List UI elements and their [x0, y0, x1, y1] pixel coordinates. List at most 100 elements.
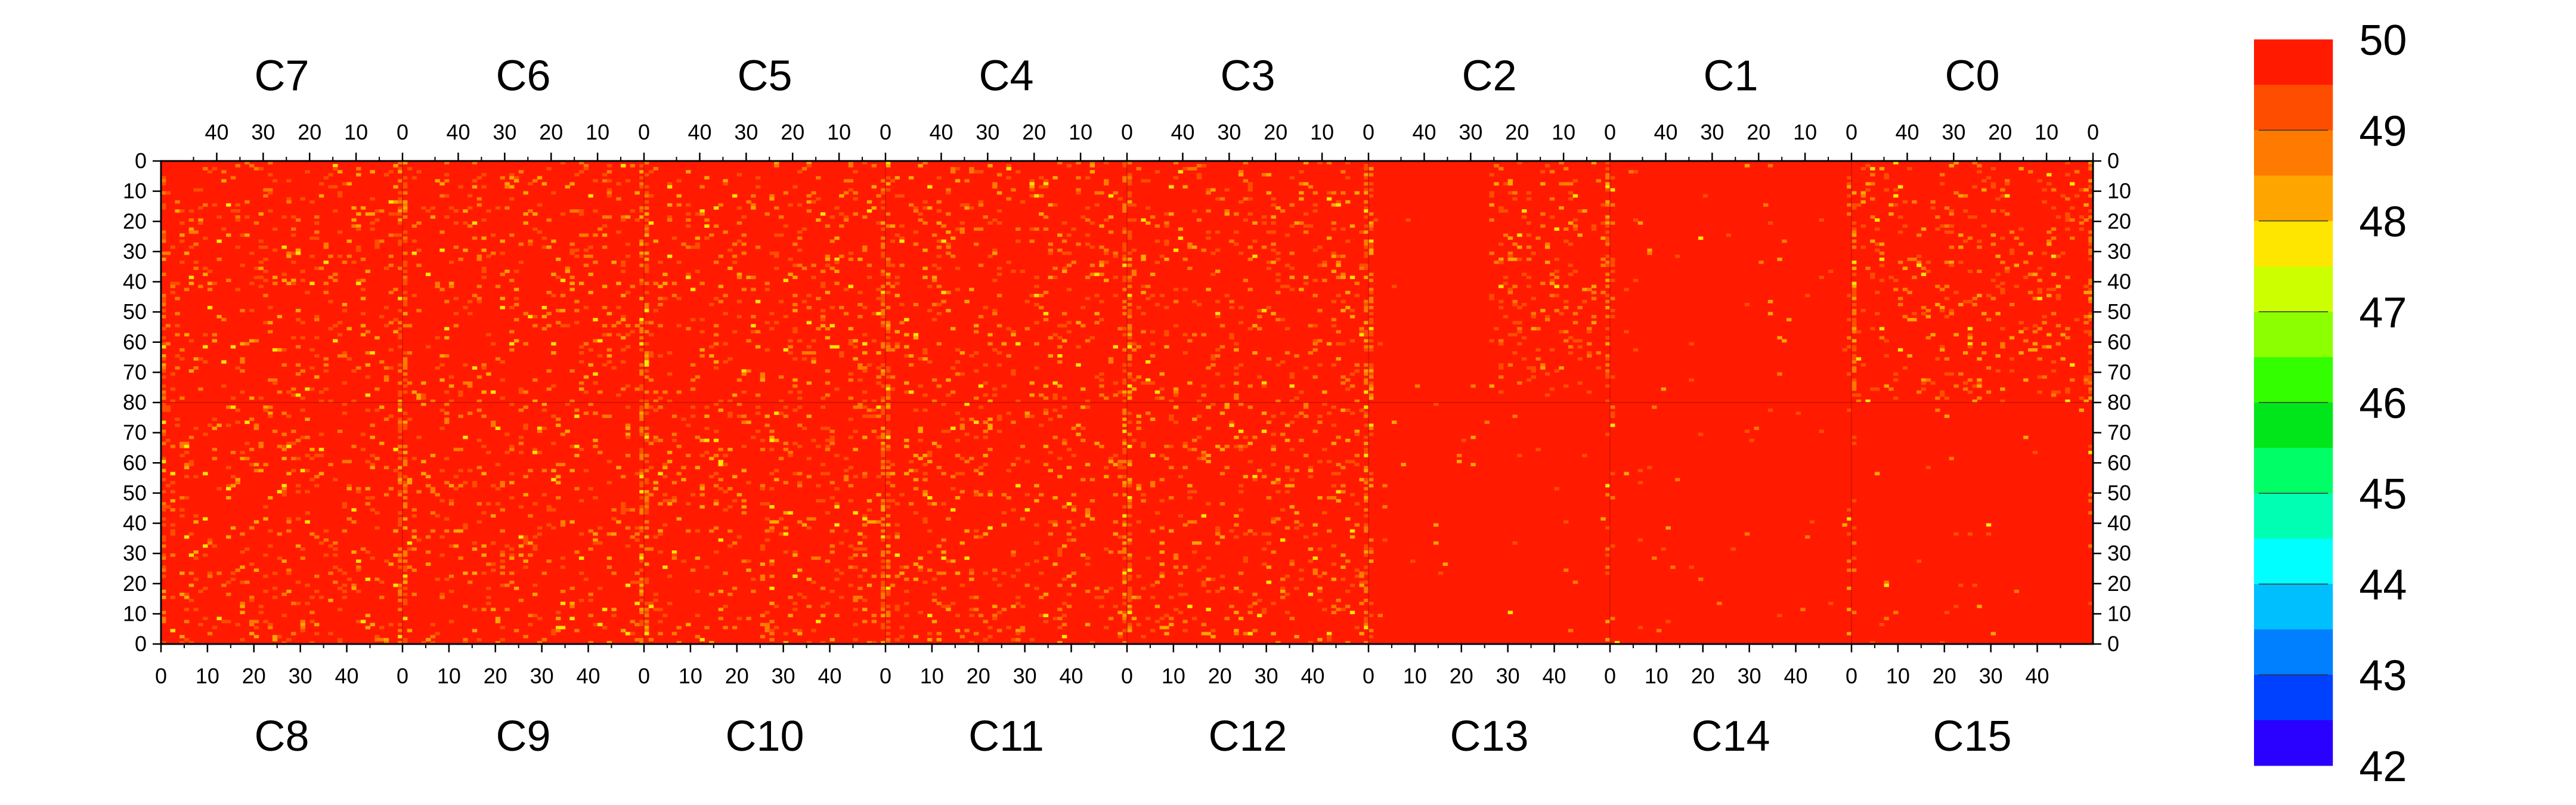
heatmap-cell [1061, 267, 1067, 270]
heatmap-cell [1071, 571, 1076, 575]
heatmap-cell [931, 233, 937, 237]
heatmap-cell [1131, 438, 1137, 442]
heatmap-cell [398, 405, 403, 409]
heatmap-cell [778, 233, 784, 237]
heatmap-cell [161, 402, 166, 406]
heatmap-cell [973, 529, 979, 533]
heatmap-cell [509, 278, 515, 283]
heatmap-cell [644, 290, 649, 295]
heatmap-cell [764, 321, 770, 324]
heatmap-cell [783, 441, 789, 445]
heatmap-cell [402, 444, 408, 448]
heatmap-cell [1080, 426, 1086, 431]
heatmap-cell [1187, 381, 1193, 385]
heatmap-cell [644, 302, 649, 306]
heatmap-cell [918, 611, 923, 614]
heatmap-cell [1345, 200, 1351, 204]
heatmap-cell [1605, 384, 1611, 388]
heatmap-cell [342, 351, 348, 355]
heatmap-cell [778, 215, 784, 219]
heatmap-cell [1559, 312, 1564, 315]
heatmap-cell [881, 399, 886, 403]
heatmap-cell [305, 490, 310, 494]
heatmap-cell [922, 472, 928, 476]
heatmap-cell [876, 287, 881, 292]
heatmap-cell [1122, 614, 1128, 618]
heatmap-cell [1154, 396, 1160, 400]
heatmap-cell [1085, 233, 1091, 237]
heatmap-cell [862, 366, 868, 370]
heatmap-cell [699, 505, 705, 509]
heatmap-cell [458, 469, 463, 473]
heatmap-cell [430, 623, 436, 627]
heatmap-cell [2018, 321, 2024, 324]
heatmap-cell [746, 200, 751, 204]
heatmap-cell [936, 254, 942, 258]
heatmap-cell [439, 354, 445, 358]
heatmap-cell [2070, 378, 2075, 382]
heatmap-cell [1275, 318, 1281, 321]
heatmap-cell [249, 631, 255, 636]
heatmap-cell [448, 589, 454, 593]
heatmap-cell [263, 258, 268, 261]
heatmap-cell [532, 378, 538, 382]
heatmap-cell [1089, 517, 1095, 521]
heatmap-cell [374, 387, 380, 391]
heatmap-cell [890, 264, 896, 267]
heatmap-cell [578, 351, 584, 355]
heatmap-cell [1113, 251, 1119, 255]
heatmap-cell [1076, 191, 1081, 195]
heatmap-cell [597, 451, 603, 454]
heatmap-cell [769, 487, 775, 491]
heatmap-cell [1224, 293, 1230, 298]
heatmap-cell [853, 447, 858, 451]
heatmap-cell [1517, 306, 1522, 309]
heatmap-cell [161, 508, 166, 512]
heatmap-cell [1122, 447, 1128, 451]
heatmap-cell [811, 517, 816, 521]
heatmap-cell [398, 608, 403, 611]
heatmap-cell [1331, 227, 1337, 231]
heatmap-cell [435, 179, 440, 183]
heatmap-cell [161, 611, 166, 614]
heatmap-cell [593, 179, 598, 183]
heatmap-cell [741, 215, 747, 219]
heatmap-cell [476, 520, 482, 524]
heatmap-cell [1289, 372, 1295, 376]
heatmap-cell [713, 261, 719, 264]
heatmap-cell [323, 281, 329, 286]
heatmap-cell [1563, 182, 1569, 186]
heatmap-cell [774, 520, 779, 524]
heatmap-cell [1122, 568, 1128, 572]
heatmap-cell [1206, 236, 1211, 240]
heatmap-cell [490, 562, 496, 566]
heatmap-cell [1178, 514, 1184, 518]
heatmap-cell [1066, 447, 1072, 451]
heatmap-cell [639, 553, 645, 557]
heatmap-cell [2000, 209, 2005, 213]
heatmap-cell [881, 589, 886, 593]
heatmap-cell [263, 517, 268, 521]
heatmap-cell [1610, 375, 1615, 379]
heatmap-cell [1368, 188, 1374, 192]
heatmap-cell [560, 523, 566, 527]
heatmap-cell [1902, 315, 1908, 318]
heatmap-cell [1364, 164, 1369, 168]
heatmap-cell [964, 402, 970, 406]
heatmap-cell [1364, 330, 1369, 334]
heatmap-cell [797, 568, 803, 572]
heatmap-cell [1336, 275, 1341, 280]
heatmap-cell [588, 290, 593, 295]
heatmap-cell [509, 173, 515, 177]
heatmap-cell [170, 499, 175, 503]
heatmap-cell [1113, 191, 1119, 195]
heatmap-cell [625, 423, 631, 428]
heatmap-cell [1094, 191, 1100, 195]
heatmap-cell [676, 626, 682, 630]
heatmap-cell [1512, 197, 1518, 201]
heatmap-cell [272, 348, 278, 352]
heatmap-cell [444, 194, 450, 198]
heatmap-cell [1141, 179, 1146, 183]
heatmap-cell [639, 254, 645, 258]
heatmap-cell [490, 484, 496, 488]
